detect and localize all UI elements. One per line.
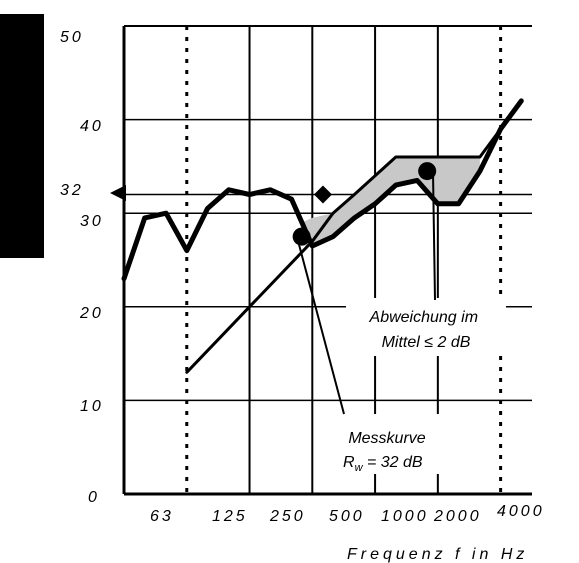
y-tick-40: 40 — [80, 118, 104, 135]
annotation-deviation: Abweichung im Mittel ≤ 2 dB — [369, 309, 483, 351]
y-tick-20: 20 — [79, 305, 104, 322]
x-tick-125: 125 — [212, 508, 248, 525]
y-tick-0: 0 — [88, 489, 100, 506]
x-tick-2000: 2000 — [433, 508, 482, 525]
callout-line-deviation — [432, 171, 436, 301]
shifted-reference-marker — [313, 185, 332, 204]
annotation-box-measurement — [323, 414, 453, 474]
y-tick-30: 30 — [80, 213, 104, 230]
x-tick-500: 500 — [329, 508, 365, 525]
y-marker-arrow — [110, 185, 126, 201]
y-marker-label-32: 32 — [60, 182, 84, 199]
annotation-measurement: Messkurve — [348, 430, 425, 447]
callout-line-measurement — [296, 236, 345, 415]
annotation-measurement-rw: Rw = 32 dB — [343, 454, 423, 474]
x-tick-1000: 1000 — [381, 508, 429, 525]
series-lines — [121, 98, 524, 374]
x-axis-label: Frequenz f in Hz — [347, 546, 528, 563]
markers — [292, 162, 437, 246]
x-tick-250: 250 — [269, 508, 306, 525]
reference-curve — [185, 99, 523, 374]
black-bar-decoration — [0, 14, 44, 258]
grid — [122, 25, 532, 496]
measured-curve — [121, 98, 524, 282]
y-tick-10: 10 — [80, 398, 104, 415]
y-tick-50: 50 — [60, 29, 84, 46]
x-tick-63: 63 — [150, 508, 174, 525]
callout-point-2 — [418, 162, 437, 181]
x-tick-4000: 4000 — [497, 503, 545, 520]
annotation-box-deviation — [346, 298, 506, 356]
callout-point-1 — [292, 227, 311, 246]
